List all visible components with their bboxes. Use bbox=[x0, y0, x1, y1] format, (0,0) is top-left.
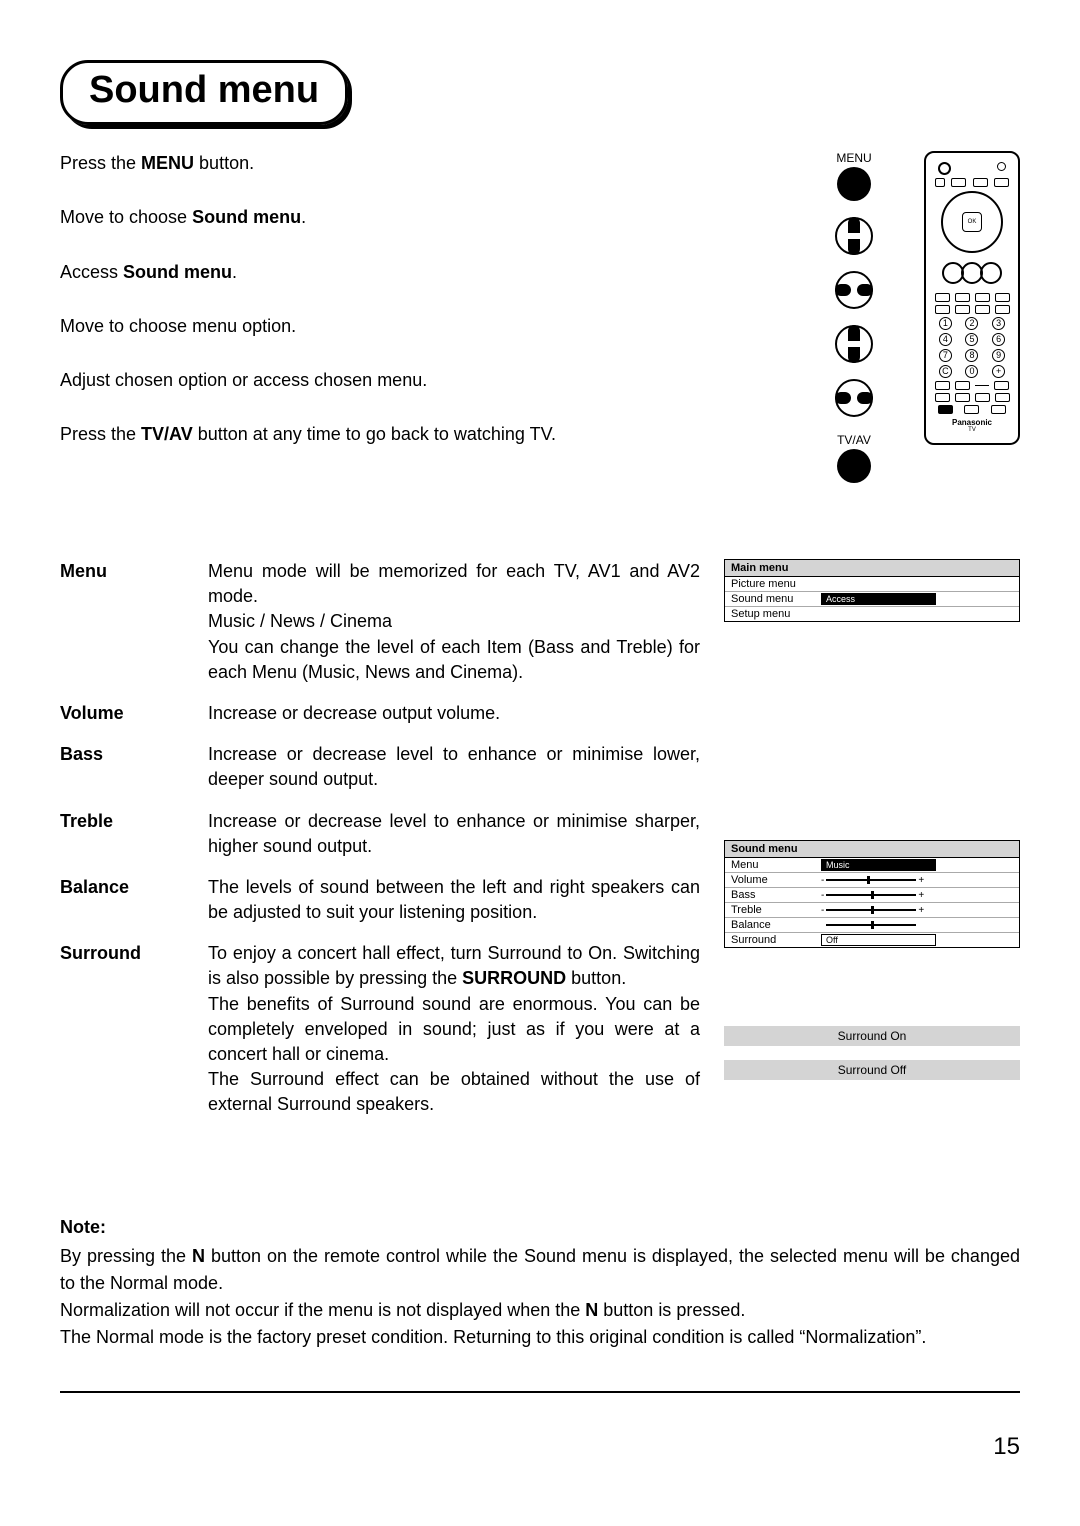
osd-sound-row: Bass -+ bbox=[725, 888, 1019, 903]
button-icons-column: MENU TV/AV bbox=[804, 151, 904, 499]
remote-tv-label: TV bbox=[932, 427, 1012, 433]
osd-main-row: Setup menu bbox=[725, 607, 1019, 621]
step-4: Move to choose menu option. bbox=[60, 314, 784, 338]
nav-vertical-icon-2 bbox=[835, 325, 873, 363]
menu-button-icon bbox=[837, 167, 871, 201]
def-balance: Balance The levels of sound between the … bbox=[60, 875, 700, 925]
remote-ok-button: OK bbox=[962, 212, 982, 232]
osd-sound-row: Volume -+ bbox=[725, 873, 1019, 888]
remote-dpad-icon: OK bbox=[941, 191, 1003, 253]
osd-sound-menu: Sound menu Menu Music Volume -+ Bass -+ bbox=[724, 840, 1020, 948]
nav-horizontal-icon-2 bbox=[835, 379, 873, 417]
osd-column: Main menu Picture menu Sound menu Access… bbox=[724, 559, 1020, 1134]
osd-sound-row: Surround Off bbox=[725, 933, 1019, 947]
remote-brand: Panasonic bbox=[932, 418, 1012, 427]
nav-horizontal-icon bbox=[835, 271, 873, 309]
osd-sound-row: Menu Music bbox=[725, 858, 1019, 873]
def-surround: Surround To enjoy a concert hall effect,… bbox=[60, 941, 700, 1117]
definitions-column: Menu Menu mode will be memorized for eac… bbox=[60, 559, 700, 1134]
page-title-box: Sound menu bbox=[60, 60, 348, 125]
note-line-2: Normalization will not occur if the menu… bbox=[60, 1297, 1020, 1324]
step-6: Press the TV/AV button at any time to go… bbox=[60, 422, 784, 446]
page-title: Sound menu bbox=[89, 69, 319, 112]
step-3: Access Sound menu. bbox=[60, 260, 784, 284]
surround-off-banner: Surround Off bbox=[724, 1060, 1020, 1080]
page-number: 15 bbox=[0, 1433, 1020, 1461]
nav-vertical-icon bbox=[835, 217, 873, 255]
osd-sound-row: Balance bbox=[725, 918, 1019, 933]
step-1: Press the MENU button. bbox=[60, 151, 784, 175]
remote-ring-icon bbox=[942, 257, 1002, 289]
osd-main-menu: Main menu Picture menu Sound menu Access… bbox=[724, 559, 1020, 622]
step-2: Move to choose Sound menu. bbox=[60, 205, 784, 229]
steps-column: Press the MENU button. Move to choose So… bbox=[60, 151, 784, 477]
osd-main-row-selected: Sound menu Access bbox=[725, 592, 1019, 607]
def-volume: Volume Increase or decrease output volum… bbox=[60, 701, 700, 726]
def-menu: Menu Menu mode will be memorized for eac… bbox=[60, 559, 700, 685]
tvav-button-label: TV/AV bbox=[804, 433, 904, 447]
tvav-button-icon bbox=[837, 449, 871, 483]
osd-main-row: Picture menu bbox=[725, 577, 1019, 592]
menu-button-label: MENU bbox=[804, 151, 904, 165]
def-treble: Treble Increase or decrease level to enh… bbox=[60, 809, 700, 859]
note-line-3: The Normal mode is the factory preset co… bbox=[60, 1324, 1020, 1351]
step-5: Adjust chosen option or access chosen me… bbox=[60, 368, 784, 392]
surround-on-banner: Surround On bbox=[724, 1026, 1020, 1046]
note-line-1: By pressing the N button on the remote c… bbox=[60, 1243, 1020, 1297]
def-bass: Bass Increase or decrease level to enhan… bbox=[60, 742, 700, 792]
remote-diagram: OK 1 2 3 4 5 6 7 8 9 C bbox=[924, 151, 1020, 445]
osd-sound-row: Treble -+ bbox=[725, 903, 1019, 918]
note-section: Note: By pressing the N button on the re… bbox=[60, 1214, 1020, 1351]
